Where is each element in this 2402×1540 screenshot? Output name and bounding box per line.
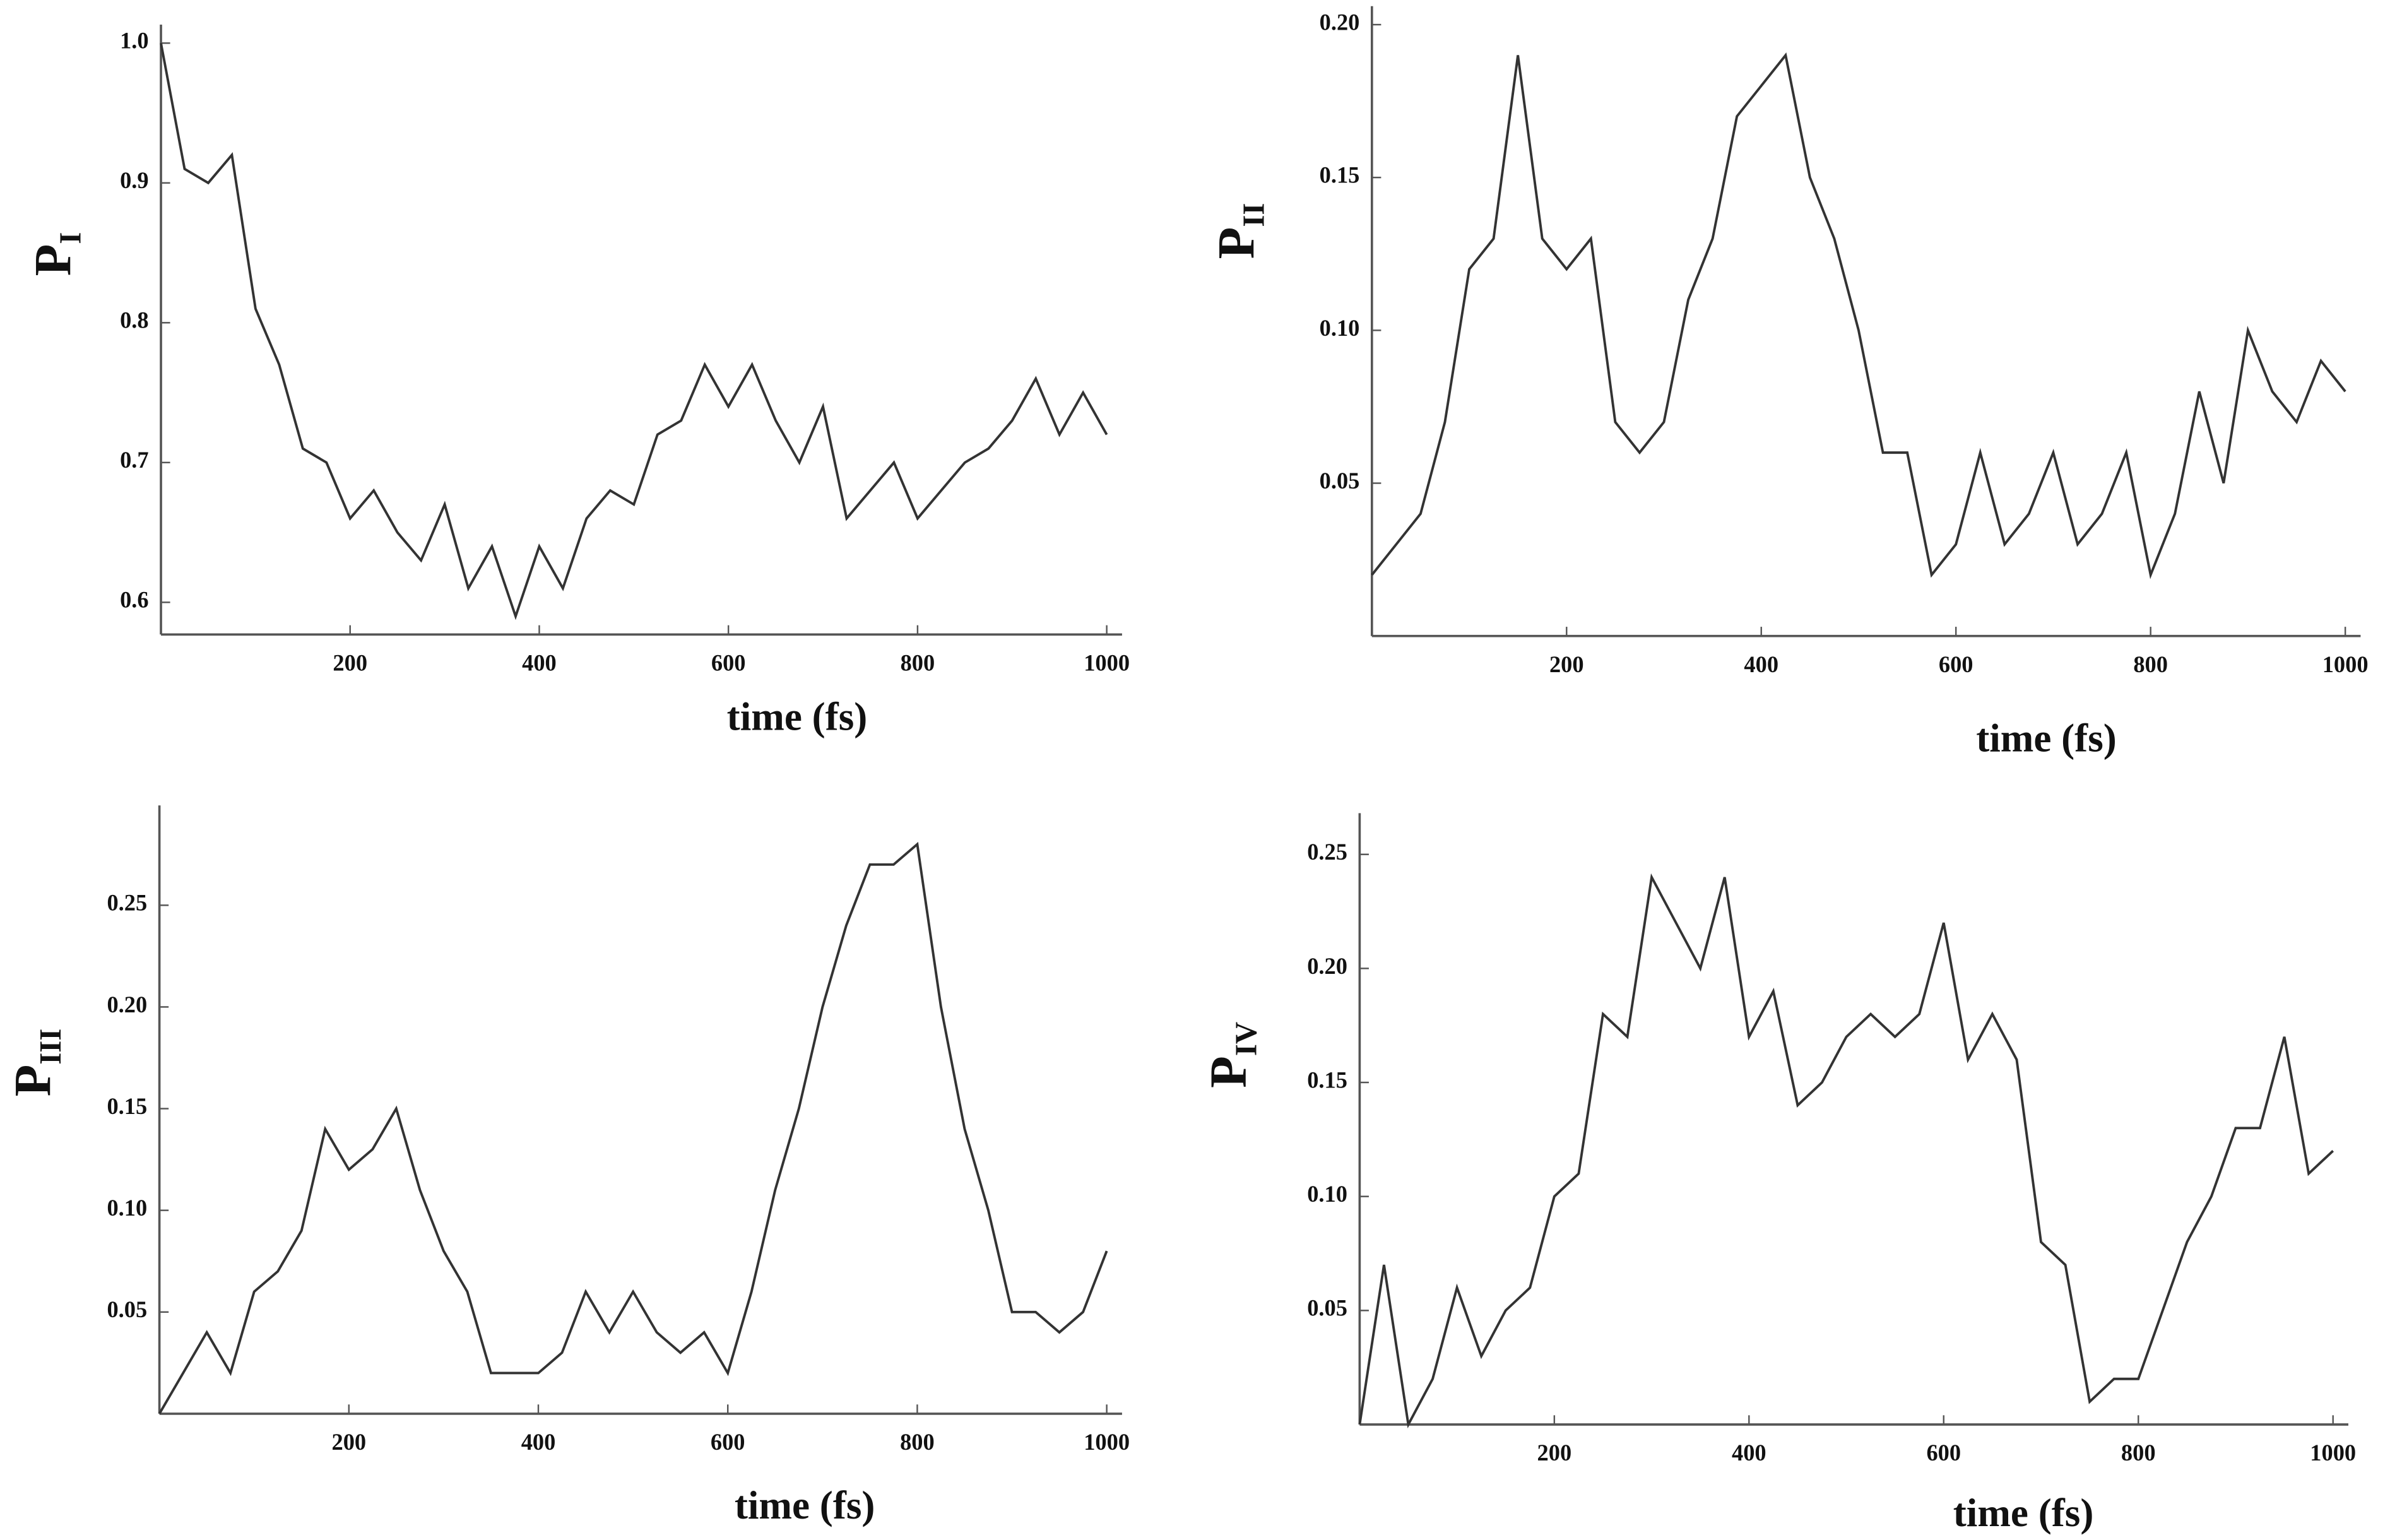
x-axis-label: time (fs) (735, 1483, 875, 1527)
data-line (160, 42, 1108, 620)
x-tick-label: 200 (1549, 651, 1584, 677)
y-label-main: P (1199, 1056, 1257, 1088)
y-label-sub: III (33, 1029, 68, 1065)
y-tick-label: 0.7 (120, 447, 149, 473)
y-tick-label: 0.9 (120, 167, 149, 193)
y-axis-label-text: PI (23, 232, 87, 276)
x-tick-label: 400 (1744, 651, 1778, 677)
x-tick-label: 200 (333, 649, 367, 675)
y-tick-label: 0.20 (107, 992, 147, 1017)
y-tick-label: 0.15 (1307, 1067, 1347, 1093)
x-tick-label: 1000 (2322, 651, 2369, 677)
y-label-sub: IV (1229, 1022, 1263, 1056)
x-tick-label: 1000 (2310, 1440, 2356, 1466)
x-axis-label: time (fs) (1976, 716, 2117, 761)
y-tick-label: 0.20 (1320, 9, 1360, 35)
y-tick-label: 0.10 (1307, 1181, 1347, 1207)
x-axis-label: time (fs) (1953, 1491, 2094, 1535)
y-tick-label: 0.20 (1307, 953, 1347, 979)
x-tick-label: 800 (901, 649, 935, 675)
y-axis-label-text: PII (1207, 203, 1270, 259)
x-tick-label: 600 (1926, 1440, 1961, 1466)
y-axis-label: PIII (4, 1029, 68, 1097)
y-tick-label: 0.6 (120, 587, 149, 613)
y-tick-label: 0.8 (120, 307, 149, 333)
y-tick-label: 0.05 (1307, 1295, 1347, 1321)
x-tick-label: 200 (331, 1429, 366, 1455)
y-tick-label: 0.15 (1320, 162, 1360, 188)
y-axis-label: PIV (1199, 1022, 1263, 1088)
data-line (1358, 873, 2334, 1429)
x-tick-label: 600 (711, 1429, 745, 1455)
y-axis-label: PII (1207, 203, 1270, 259)
y-label-main: P (23, 244, 81, 276)
y-tick-label: 0.10 (107, 1195, 147, 1221)
x-tick-label: 800 (2133, 651, 2168, 677)
x-tick-label: 400 (1732, 1440, 1766, 1466)
x-tick-label: 400 (521, 1429, 556, 1455)
y-label-sub: I (54, 232, 88, 244)
y-tick-label: 1.0 (120, 28, 149, 54)
y-tick-label: 0.05 (1320, 468, 1360, 494)
x-tick-label: 800 (900, 1429, 935, 1455)
x-tick-label: 1000 (1084, 1429, 1130, 1455)
x-tick-label: 400 (522, 649, 557, 675)
y-axis-label-text: PIII (4, 1029, 68, 1097)
data-line (158, 841, 1108, 1414)
y-axis-label-text: PIV (1199, 1022, 1263, 1088)
x-tick-label: 600 (1939, 651, 1973, 677)
x-tick-label: 800 (2121, 1440, 2156, 1466)
y-label-main: P (4, 1065, 62, 1097)
x-tick-label: 600 (711, 649, 746, 675)
x-axis-label: time (fs) (727, 694, 868, 738)
y-axis-label: PI (23, 232, 87, 276)
data-line (1371, 52, 2346, 579)
x-tick-label: 1000 (1084, 649, 1130, 675)
y-tick-label: 0.05 (107, 1296, 147, 1322)
y-tick-label: 0.15 (107, 1093, 147, 1119)
y-tick-label: 0.25 (1307, 839, 1347, 865)
y-label-sub: II (1237, 203, 1271, 227)
y-tick-label: 0.25 (107, 890, 147, 916)
y-tick-label: 0.10 (1320, 315, 1360, 341)
x-tick-label: 200 (1537, 1440, 1572, 1466)
y-label-main: P (1207, 227, 1265, 259)
